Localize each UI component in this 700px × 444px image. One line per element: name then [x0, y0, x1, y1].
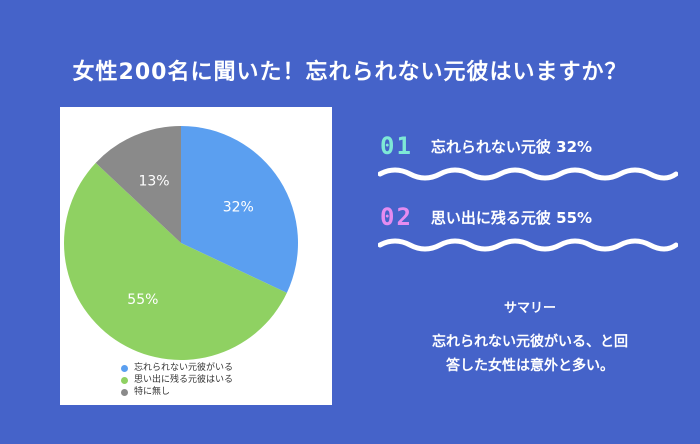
- stat-item-01: 01 忘れられない元彼 32%: [380, 132, 592, 160]
- legend-item-none: 特に無し: [121, 386, 233, 398]
- pie-chart-card: 32% 55% 13%: [60, 107, 332, 405]
- wave-divider: [378, 167, 678, 181]
- legend-item-remember: 忘れられない元彼がいる: [121, 362, 233, 374]
- pie-data-label: 32%: [223, 200, 254, 216]
- legend-swatch-gray: [121, 388, 128, 396]
- pie-chart: 32% 55% 13%: [64, 126, 298, 360]
- pie-slice-0: [181, 126, 298, 293]
- legend-swatch-blue: [121, 364, 128, 372]
- chart-legend: 忘れられない元彼がいる 思い出に残る元彼はいる 特に無し: [121, 362, 233, 398]
- legend-swatch-green: [121, 376, 128, 384]
- wave-divider: [378, 238, 678, 252]
- summary-title: サマリー: [503, 301, 556, 316]
- pie-slice-1: [64, 162, 287, 360]
- pie-slice-2: [95, 126, 181, 243]
- legend-label: 忘れられない元彼がいる: [134, 363, 234, 373]
- stat-label: 忘れられない元彼 32%: [430, 137, 593, 156]
- summary-text: 忘れられない元彼がいる、と回 答した女性は意外と多い。: [380, 330, 680, 378]
- page-title: 女性200名に聞いた！忘れられない元彼はいますか？: [72, 60, 628, 85]
- legend-item-memory: 思い出に残る元彼はいる: [121, 374, 233, 386]
- summary-line: 忘れられない元彼がいる、と回: [432, 334, 628, 350]
- stat-item-02: 02 思い出に残る元彼 55%: [380, 203, 592, 231]
- legend-label: 特に無し: [134, 387, 171, 397]
- summary-line: 答した女性は意外と多い。: [446, 358, 614, 374]
- stat-number: 02: [380, 203, 413, 231]
- stat-label: 思い出に残る元彼 55%: [430, 208, 593, 227]
- pie-data-label: 55%: [127, 292, 158, 308]
- legend-label: 思い出に残る元彼はいる: [134, 375, 234, 385]
- stat-number: 01: [380, 132, 413, 160]
- pie-data-label: 13%: [138, 174, 169, 190]
